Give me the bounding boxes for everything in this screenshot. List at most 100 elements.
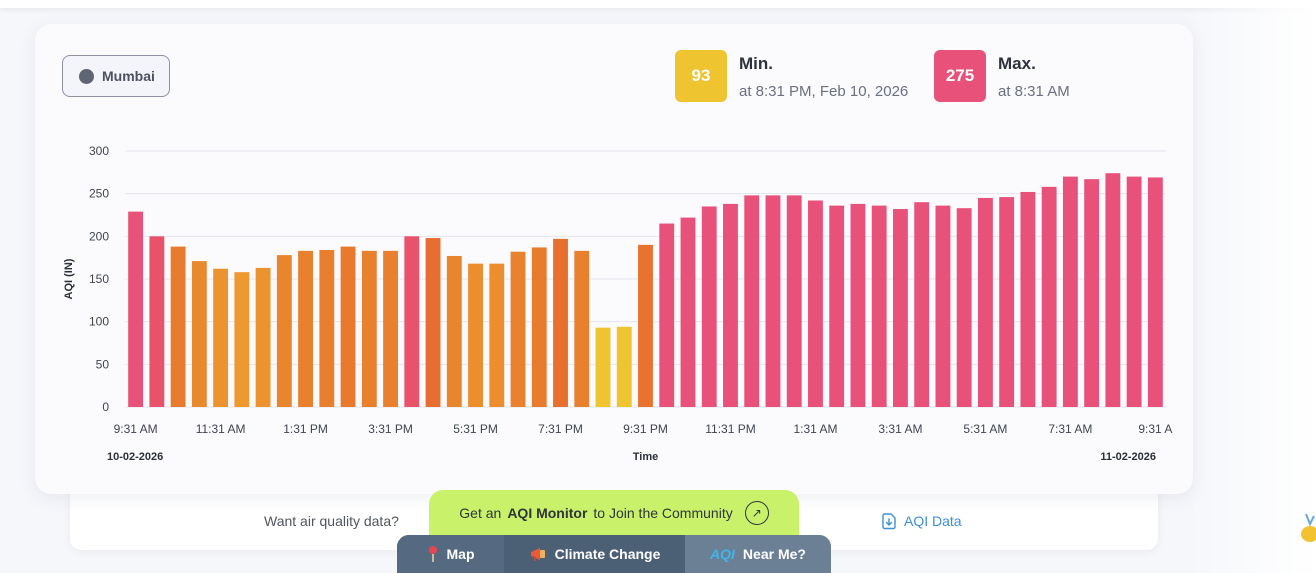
end-date-label: 11-02-2026	[1100, 451, 1156, 463]
min-aqi-badge: 93	[675, 50, 727, 102]
max-time: at 8:31 AM	[998, 83, 1070, 100]
aqi-bar	[276, 255, 292, 407]
aqi-bar	[574, 250, 590, 407]
aqi-bar	[425, 238, 441, 407]
y-tick-label: 250	[89, 187, 109, 201]
y-axis-label: AQI (IN)	[63, 258, 75, 299]
aqi-bar	[977, 197, 993, 407]
y-tick-label: 100	[89, 315, 109, 329]
aqi-bar-chart: 0 50 100 150 200 250 300 AQI (IN) 9:31 AM 11:31 A…	[63, 144, 1172, 463]
y-tick-label: 150	[89, 272, 109, 286]
aqi-bar	[340, 246, 356, 407]
y-tick-label: 200	[89, 229, 109, 243]
aqi-bar	[446, 255, 462, 407]
aqi-bar	[595, 327, 611, 407]
top-bar	[0, 0, 1316, 8]
x-tick-label: 5:31 AM	[963, 422, 1007, 436]
aqi-bar	[234, 272, 250, 407]
aqi-bar	[638, 244, 653, 407]
bottom-nav: Map Climate Change AQI Near Me?	[397, 535, 831, 573]
x-tick-label: 7:31 AM	[1048, 422, 1092, 436]
aqi-bar	[170, 246, 186, 407]
nav-climate-change[interactable]: Climate Change	[504, 535, 685, 573]
download-icon	[882, 513, 896, 530]
y-tick-label: 300	[89, 144, 109, 158]
x-tick-label: 3:31 PM	[368, 422, 413, 436]
nav-near-me[interactable]: AQI Near Me?	[685, 535, 831, 573]
cta-prefix: Get an	[459, 505, 502, 521]
aqi-bar	[531, 247, 547, 407]
aqi-bar	[1105, 173, 1121, 407]
x-tick-label: 1:31 PM	[283, 422, 328, 436]
aqi-bar	[255, 267, 271, 407]
aqi-bar	[744, 195, 760, 407]
cta-suffix: to Join the Community	[593, 505, 733, 521]
cta-bold: AQI Monitor	[507, 505, 588, 521]
x-tick-label: 1:31 AM	[793, 422, 837, 436]
aqi-bar	[510, 251, 526, 407]
aqi-bar	[999, 197, 1015, 407]
aqi-data-link[interactable]: AQI Data	[880, 512, 962, 530]
x-tick-label: 11:31 AM	[196, 422, 246, 436]
aqi-data-label: AQI Data	[904, 513, 962, 529]
aqi-bar	[1147, 177, 1163, 407]
x-tick-label: 9:31 AM	[114, 422, 158, 436]
aqi-bar	[1020, 191, 1036, 407]
x-tick-label: 7:31 PM	[538, 422, 583, 436]
aqi-bar	[935, 205, 951, 407]
aqi-bar	[213, 268, 229, 407]
want-data-text: Want air quality data?	[264, 513, 399, 529]
aqi-bar	[701, 206, 717, 407]
aqi-logo-icon: AQI	[710, 546, 735, 562]
max-aqi-badge: 275	[934, 50, 986, 102]
aqi-bar	[489, 263, 505, 407]
x-axis-label: Time	[633, 451, 658, 463]
aqi-bar	[468, 263, 483, 407]
max-label: Max.	[998, 54, 1036, 73]
x-tick-label: 3:31 AM	[878, 422, 922, 436]
aqi-bar	[149, 236, 165, 407]
aqi-bar	[404, 236, 420, 407]
external-arrow-icon: ↗	[744, 501, 769, 525]
aqi-bar	[808, 200, 823, 407]
nav-climate-label: Climate Change	[554, 546, 661, 562]
x-tick-label: 5:31 PM	[453, 422, 498, 436]
nav-near-me-label: Near Me?	[742, 546, 806, 562]
aqi-bar	[553, 238, 568, 407]
map-pin-icon	[427, 545, 439, 563]
city-selector[interactable]: Mumbai	[62, 55, 170, 97]
aqi-bar	[956, 208, 972, 407]
aqi-bar	[850, 203, 866, 407]
x-tick-label: 9:31 A	[1138, 422, 1172, 436]
x-tick-label: 11:31 PM	[705, 422, 755, 436]
nav-map[interactable]: Map	[397, 535, 504, 573]
aqi-bar	[659, 223, 675, 407]
aqi-bar	[765, 195, 781, 407]
aqi-bar	[914, 202, 930, 407]
aqi-bar	[616, 326, 632, 407]
aqi-bar	[680, 217, 696, 407]
aqi-bar	[1041, 186, 1057, 407]
aqi-bar	[1062, 176, 1078, 407]
mascot-icon	[1301, 513, 1316, 542]
aqi-bar	[1126, 176, 1142, 407]
right-fade	[1186, 8, 1316, 573]
y-tick-label: 0	[102, 400, 109, 414]
aqi-bar	[319, 249, 335, 407]
y-tick-label: 50	[96, 357, 110, 371]
aqi-bar	[723, 203, 738, 407]
x-tick-label: 9:31 PM	[623, 422, 668, 436]
aqi-monitor-cta[interactable]: Get an AQI Monitor to Join the Community…	[429, 490, 799, 536]
aqi-bar	[298, 250, 314, 407]
aqi-bar	[829, 205, 845, 407]
min-time: at 8:31 PM, Feb 10, 2026	[739, 83, 909, 100]
nav-map-label: Map	[446, 546, 475, 562]
aqi-bar	[383, 250, 398, 407]
min-label: Min.	[739, 54, 773, 73]
city-name: Mumbai	[102, 68, 155, 84]
aqi-bar	[361, 250, 377, 407]
aqi-bar	[191, 261, 207, 407]
megaphone-icon	[529, 545, 547, 563]
aqi-bar	[893, 209, 908, 407]
aqi-bar	[128, 211, 144, 407]
